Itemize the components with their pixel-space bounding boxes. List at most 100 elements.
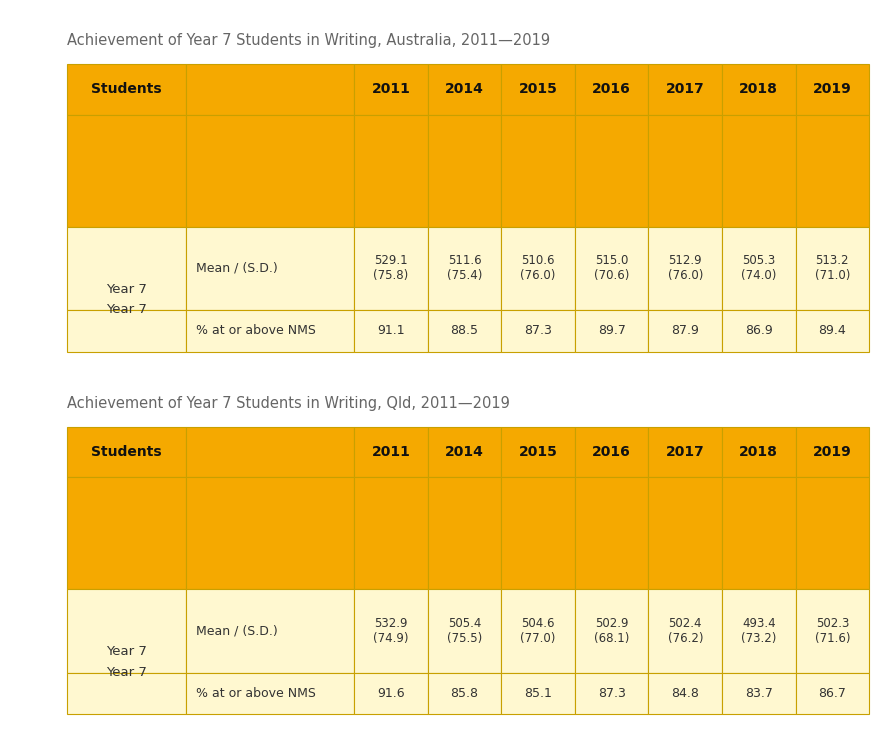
Bar xyxy=(796,478,869,590)
Text: 91.6: 91.6 xyxy=(377,687,405,700)
Text: 532.9
(74.9): 532.9 (74.9) xyxy=(374,617,409,645)
Text: 502.4
(76.2): 502.4 (76.2) xyxy=(668,617,703,645)
Text: % at or above NMS: % at or above NMS xyxy=(195,687,315,700)
Text: Students: Students xyxy=(91,445,162,460)
Bar xyxy=(502,227,575,310)
Bar xyxy=(796,310,869,352)
Bar xyxy=(185,590,354,673)
Text: 493.4
(73.2): 493.4 (73.2) xyxy=(741,617,777,645)
Bar xyxy=(722,115,796,227)
Text: 515.0
(70.6): 515.0 (70.6) xyxy=(594,254,629,282)
Bar xyxy=(185,310,354,352)
Text: 504.6
(77.0): 504.6 (77.0) xyxy=(521,617,556,645)
Bar xyxy=(502,673,575,714)
Bar xyxy=(575,590,649,673)
Bar xyxy=(185,227,354,310)
Bar xyxy=(722,673,796,714)
Bar xyxy=(185,673,354,714)
Bar xyxy=(354,310,427,352)
Bar xyxy=(722,590,796,673)
Text: Year 7: Year 7 xyxy=(106,303,147,316)
Bar xyxy=(427,427,502,478)
Bar xyxy=(575,427,649,478)
Bar xyxy=(649,478,722,590)
Text: 2019: 2019 xyxy=(813,445,852,460)
Text: 2015: 2015 xyxy=(519,445,557,460)
Text: 2016: 2016 xyxy=(592,445,631,460)
Bar xyxy=(575,310,649,352)
Bar xyxy=(649,64,722,115)
Text: 511.6
(75.4): 511.6 (75.4) xyxy=(447,254,482,282)
Text: 2017: 2017 xyxy=(666,445,704,460)
Bar xyxy=(796,590,869,673)
Bar xyxy=(502,310,575,352)
Text: 87.3: 87.3 xyxy=(598,687,625,700)
Text: 502.3
(71.6): 502.3 (71.6) xyxy=(814,617,850,645)
Text: Mean / (S.D.): Mean / (S.D.) xyxy=(195,262,277,274)
Text: Achievement of Year 7 Students in Writing, Australia, 2011—2019: Achievement of Year 7 Students in Writin… xyxy=(67,33,550,48)
Bar xyxy=(427,673,502,714)
Bar xyxy=(575,673,649,714)
Bar xyxy=(649,310,722,352)
Bar xyxy=(354,673,427,714)
Bar xyxy=(67,310,185,352)
Text: 91.1: 91.1 xyxy=(377,324,405,337)
Bar xyxy=(796,227,869,310)
Text: Year 7: Year 7 xyxy=(106,283,147,296)
Bar xyxy=(185,478,354,590)
Text: Students: Students xyxy=(91,82,162,97)
Bar xyxy=(67,590,185,673)
Text: 2014: 2014 xyxy=(445,82,484,97)
Bar xyxy=(185,115,354,227)
Text: 85.1: 85.1 xyxy=(524,687,552,700)
Bar xyxy=(427,64,502,115)
Bar xyxy=(649,590,722,673)
Bar xyxy=(722,427,796,478)
Bar xyxy=(575,64,649,115)
Text: 2018: 2018 xyxy=(739,445,779,460)
Bar xyxy=(354,115,427,227)
Text: Year 7: Year 7 xyxy=(106,646,147,658)
Bar xyxy=(649,427,722,478)
Text: 513.2
(71.0): 513.2 (71.0) xyxy=(814,254,850,282)
Text: 2018: 2018 xyxy=(739,82,779,97)
Text: 2019: 2019 xyxy=(813,82,852,97)
Bar xyxy=(575,115,649,227)
Bar xyxy=(502,64,575,115)
Bar xyxy=(427,478,502,590)
Text: 83.7: 83.7 xyxy=(745,687,772,700)
Text: Achievement of Year 7 Students in Writing, Qld, 2011—2019: Achievement of Year 7 Students in Writin… xyxy=(67,396,510,411)
Text: 2011: 2011 xyxy=(372,445,410,460)
Text: 2016: 2016 xyxy=(592,82,631,97)
Bar xyxy=(502,427,575,478)
Text: 2011: 2011 xyxy=(372,82,410,97)
Text: 89.7: 89.7 xyxy=(598,324,625,337)
Bar xyxy=(354,427,427,478)
Text: 505.4
(75.5): 505.4 (75.5) xyxy=(447,617,482,645)
Text: 85.8: 85.8 xyxy=(451,687,478,700)
Bar xyxy=(649,673,722,714)
Text: 510.6
(76.0): 510.6 (76.0) xyxy=(521,254,556,282)
Bar xyxy=(427,590,502,673)
Text: 87.3: 87.3 xyxy=(524,324,552,337)
Bar xyxy=(796,427,869,478)
Bar xyxy=(722,227,796,310)
Bar xyxy=(796,115,869,227)
Bar xyxy=(427,227,502,310)
Bar xyxy=(67,115,185,227)
Bar xyxy=(502,590,575,673)
Text: Year 7: Year 7 xyxy=(106,666,147,679)
Bar xyxy=(796,64,869,115)
Text: 502.9
(68.1): 502.9 (68.1) xyxy=(594,617,629,645)
Bar xyxy=(722,310,796,352)
Text: 2014: 2014 xyxy=(445,445,484,460)
Text: 86.9: 86.9 xyxy=(745,324,772,337)
Text: 87.9: 87.9 xyxy=(671,324,699,337)
Text: 512.9
(76.0): 512.9 (76.0) xyxy=(668,254,703,282)
Bar xyxy=(67,227,185,310)
Text: Mean / (S.D.): Mean / (S.D.) xyxy=(195,624,277,637)
Bar xyxy=(575,478,649,590)
Bar xyxy=(354,478,427,590)
Text: % at or above NMS: % at or above NMS xyxy=(195,324,315,337)
Bar xyxy=(67,673,185,714)
